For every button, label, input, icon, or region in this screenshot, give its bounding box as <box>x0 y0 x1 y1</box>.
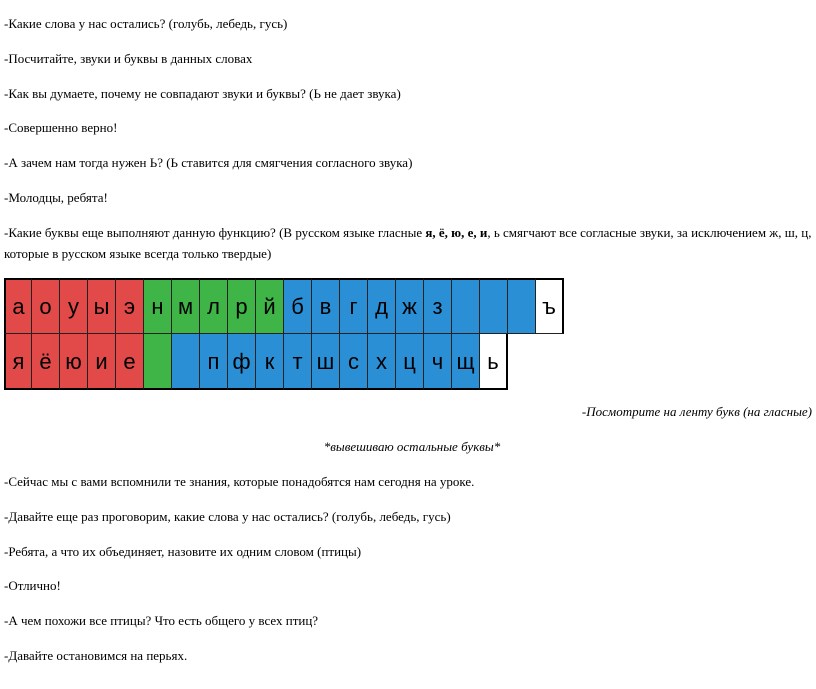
paragraph: -А зачем нам тогда нужен Ь? (Ь ставится … <box>4 153 816 174</box>
tape-cell: о <box>32 278 60 334</box>
tape-cell: ш <box>312 334 340 390</box>
letter-tape: аоуыэнмлрйбвгджз ъ яёюиепфктшсхцчщь <box>4 278 816 390</box>
tape-cell: м <box>172 278 200 334</box>
tape-cell: щ <box>452 334 480 390</box>
tape-cell: п <box>200 334 228 390</box>
paragraph: -Как вы думаете, почему не совпадают зву… <box>4 84 816 105</box>
paragraph: -Молодцы, ребята! <box>4 188 816 209</box>
tape-cell: й <box>256 278 284 334</box>
tape-cell: г <box>340 278 368 334</box>
tape-cell: д <box>368 278 396 334</box>
paragraph: -А чем похожи все птицы? Что есть общего… <box>4 611 816 632</box>
paragraph: -Какие буквы еще выполняют данную функци… <box>4 223 816 265</box>
paragraph-italic-right: -Посмотрите на ленту букв (на гласные) <box>4 402 816 423</box>
tape-cell: ц <box>396 334 424 390</box>
text-bold: я, ё, ю, е, и <box>425 225 487 240</box>
paragraph: -Давайте остановимся на перьях. <box>4 646 816 667</box>
tape-cell: ф <box>228 334 256 390</box>
paragraph: -Совершенно верно! <box>4 118 816 139</box>
tape-cell: н <box>144 278 172 334</box>
tape-cell: ч <box>424 334 452 390</box>
tape-cell: ы <box>88 278 116 334</box>
tape-row-2: яёюиепфктшсхцчщь <box>4 334 816 390</box>
tape-cell: р <box>228 278 256 334</box>
paragraph: -Посчитайте, звуки и буквы в данных слов… <box>4 49 816 70</box>
tape-cell <box>480 278 508 334</box>
text: -Какие буквы еще выполняют данную функци… <box>4 225 425 240</box>
tape-cell: к <box>256 334 284 390</box>
tape-cell: ь <box>480 334 508 390</box>
tape-cell: ж <box>396 278 424 334</box>
tape-cell <box>144 334 172 390</box>
tape-cell: и <box>88 334 116 390</box>
tape-cell: ё <box>32 334 60 390</box>
tape-cell: б <box>284 278 312 334</box>
tape-cell: з <box>424 278 452 334</box>
paragraph-italic-center: *вывешиваю остальные буквы* <box>4 437 816 458</box>
paragraph: -Какие слова у нас остались? (голубь, ле… <box>4 14 816 35</box>
tape-cell <box>508 278 536 334</box>
tape-cell: э <box>116 278 144 334</box>
tape-row-1: аоуыэнмлрйбвгджз ъ <box>4 278 816 334</box>
paragraph: -Отлично! <box>4 576 816 597</box>
tape-cell <box>452 278 480 334</box>
tape-cell: в <box>312 278 340 334</box>
tape-cell: а <box>4 278 32 334</box>
paragraph: -Сейчас мы с вами вспомнили те знания, к… <box>4 472 816 493</box>
tape-cell: я <box>4 334 32 390</box>
tape-cell: с <box>340 334 368 390</box>
tape-cell: у <box>60 278 88 334</box>
tape-cell: л <box>200 278 228 334</box>
paragraph: -Давайте еще раз проговорим, какие слова… <box>4 507 816 528</box>
tape-cell: т <box>284 334 312 390</box>
tape-cell: ю <box>60 334 88 390</box>
paragraph: -Ребята, а что их объединяет, назовите и… <box>4 542 816 563</box>
tape-cell <box>172 334 200 390</box>
tape-cell: е <box>116 334 144 390</box>
tape-cell: ъ <box>536 278 564 334</box>
tape-cell: х <box>368 334 396 390</box>
